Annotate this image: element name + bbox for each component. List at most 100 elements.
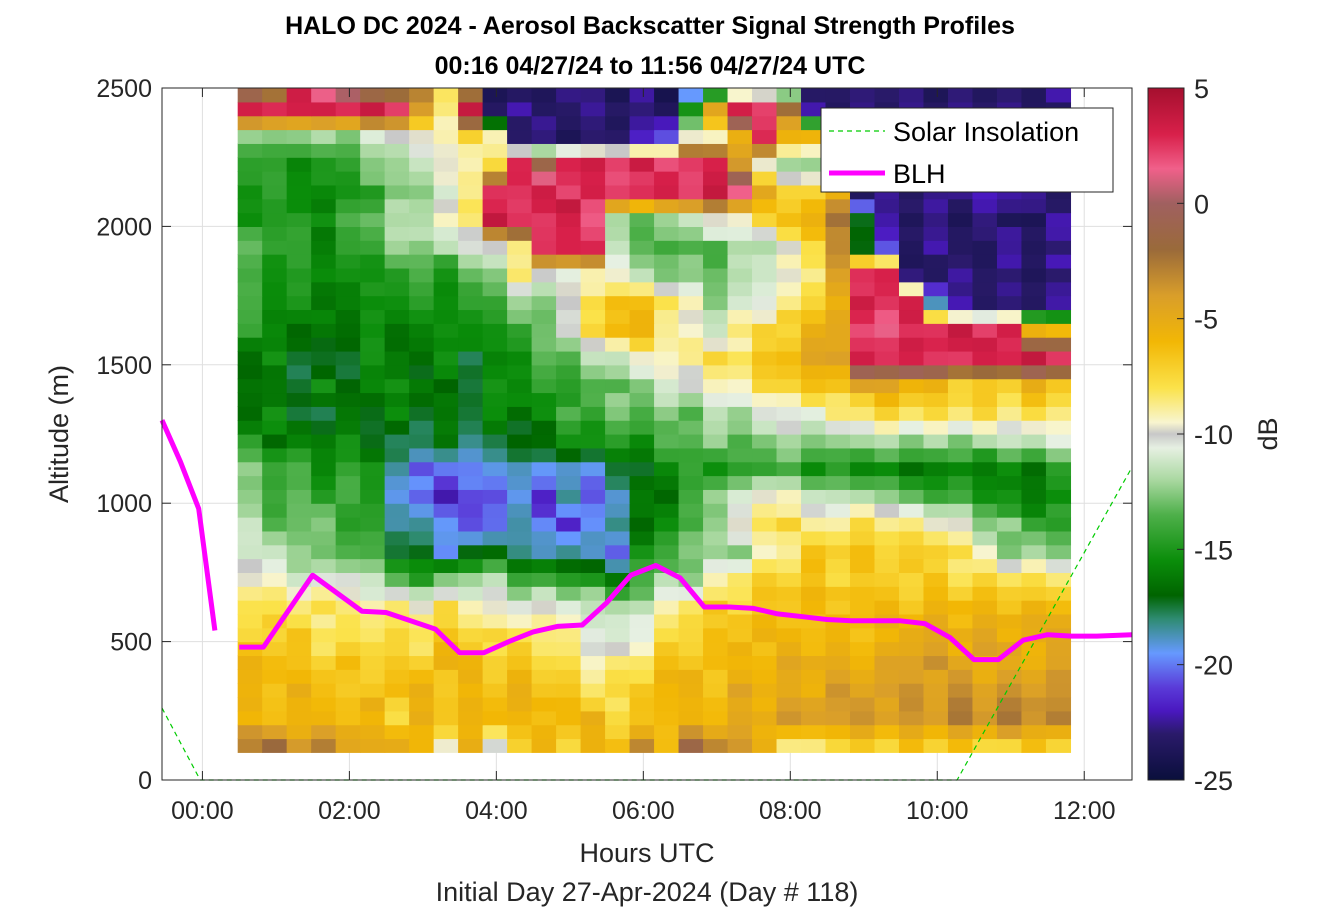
heatmap-cell — [727, 184, 753, 200]
heatmap-cell — [703, 517, 729, 532]
heatmap-cell — [335, 517, 361, 532]
heatmap-cell — [776, 434, 802, 449]
heatmap-cell — [286, 724, 312, 740]
heatmap-cell — [1021, 406, 1047, 421]
heatmap-cell — [482, 171, 508, 186]
heatmap-cell — [507, 434, 533, 449]
heatmap-cell — [286, 544, 312, 560]
heatmap-cell — [947, 600, 974, 615]
heatmap-cell — [850, 696, 876, 712]
heatmap-cell — [727, 212, 753, 227]
heatmap-cell — [286, 503, 312, 518]
heatmap-cell — [972, 669, 998, 684]
heatmap-cell — [776, 655, 802, 670]
heatmap-cell — [972, 475, 998, 490]
heatmap-cell — [654, 88, 680, 103]
heatmap-cell — [458, 600, 484, 615]
heatmap-cell — [727, 392, 753, 407]
heatmap-cell — [776, 724, 802, 740]
heatmap-cell — [972, 503, 998, 518]
heatmap-cell — [556, 406, 582, 421]
heatmap-cell — [556, 350, 582, 366]
heatmap-cell — [678, 157, 704, 172]
heatmap-cell — [507, 600, 533, 615]
heatmap-cell — [874, 281, 900, 297]
heatmap-cell — [409, 226, 435, 241]
heatmap-cell — [458, 696, 484, 712]
heatmap-cell — [996, 392, 1023, 407]
colorbar-label: dB — [1253, 417, 1283, 450]
heatmap-cell — [727, 88, 753, 103]
heatmap-cell — [482, 669, 508, 684]
heatmap-cell — [850, 281, 876, 297]
heatmap-cell — [311, 558, 337, 573]
heatmap-cell — [1045, 267, 1072, 283]
heatmap-cell — [825, 406, 851, 421]
heatmap-cell — [898, 669, 925, 684]
heatmap-cell — [850, 226, 876, 241]
heatmap-cell — [727, 129, 753, 144]
heatmap-cell — [237, 710, 263, 726]
heatmap-cell — [507, 696, 533, 712]
heatmap-cell — [286, 434, 312, 449]
heatmap-cell — [898, 655, 925, 670]
heatmap-cell — [262, 171, 288, 186]
heatmap-cell — [703, 613, 729, 629]
heatmap-cell — [311, 157, 337, 172]
heatmap-cell — [237, 572, 263, 587]
heatmap-cell — [727, 254, 753, 269]
heatmap-cell — [237, 198, 263, 214]
heatmap-cell — [996, 710, 1023, 726]
heatmap-cell — [654, 586, 680, 601]
x-tick-label: 08:00 — [759, 797, 822, 825]
heatmap-cell — [1021, 364, 1047, 380]
heatmap-cell — [409, 378, 435, 394]
heatmap-cell — [262, 530, 288, 546]
heatmap-cell — [384, 323, 410, 338]
heatmap-cell — [384, 392, 410, 407]
heatmap-cell — [801, 627, 827, 643]
heatmap-cell — [605, 392, 631, 407]
heatmap-cell — [335, 240, 361, 255]
heatmap-cell — [580, 710, 606, 726]
heatmap-cell — [1021, 738, 1047, 753]
heatmap-cell — [752, 129, 778, 144]
heatmap-cell — [752, 406, 778, 421]
heatmap-cell — [384, 184, 410, 200]
heatmap-cell — [1021, 641, 1047, 657]
heatmap-cell — [531, 323, 557, 338]
heatmap-cell — [384, 171, 410, 186]
heatmap-cell — [972, 212, 998, 227]
heatmap-cell — [433, 475, 459, 490]
heatmap-cell — [1045, 378, 1072, 394]
heatmap-cell — [923, 350, 949, 366]
heatmap-cell — [286, 171, 312, 186]
heatmap-cell — [776, 600, 802, 615]
heatmap-cell — [1021, 350, 1047, 366]
heatmap-cell — [335, 226, 361, 241]
heatmap-cell — [801, 281, 827, 297]
heatmap-cell — [507, 212, 533, 227]
heatmap-cell — [923, 696, 949, 712]
heatmap-cell — [433, 184, 459, 200]
heatmap-cell — [850, 586, 876, 601]
heatmap-cell — [237, 434, 263, 449]
heatmap-cell — [654, 434, 680, 449]
heatmap-cell — [580, 406, 606, 421]
heatmap-cell — [531, 517, 557, 532]
heatmap-cell — [727, 475, 753, 490]
heatmap-cell — [580, 724, 606, 740]
heatmap-cell — [237, 226, 263, 241]
heatmap-cell — [727, 641, 753, 657]
heatmap-cell — [507, 489, 533, 504]
heatmap-cell — [262, 641, 288, 657]
heatmap-cell — [507, 101, 533, 117]
heatmap-cell — [947, 530, 974, 546]
heatmap-cell — [850, 295, 876, 311]
heatmap-cell — [237, 281, 263, 297]
heatmap-cell — [556, 517, 582, 532]
heatmap-cell — [776, 350, 802, 366]
heatmap-cell — [825, 88, 851, 103]
heatmap-cell — [237, 267, 263, 283]
heatmap-cell — [458, 254, 484, 269]
